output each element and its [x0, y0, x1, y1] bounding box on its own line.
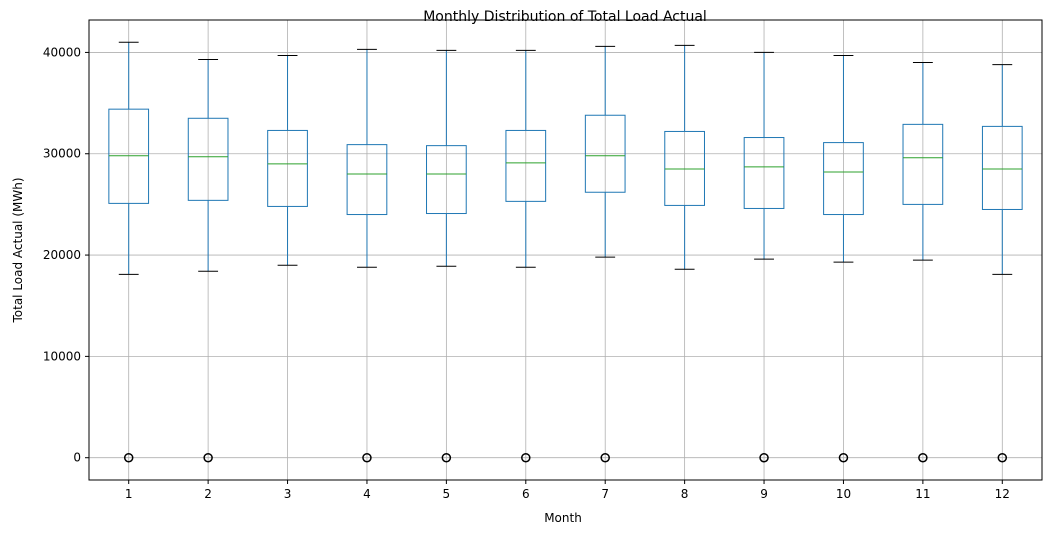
iqr-box: [346, 144, 388, 216]
iqr-box: [108, 108, 150, 204]
x-tick-label: 5: [443, 487, 451, 501]
box-month-3: [267, 54, 308, 266]
x-tick-label: 4: [363, 487, 371, 501]
x-tick-label: 10: [836, 487, 851, 501]
iqr-box: [505, 129, 547, 202]
outlier-point: [521, 452, 531, 463]
x-tick-label: 2: [204, 487, 212, 501]
outlier-point: [362, 452, 372, 463]
y-tick-label: 40000: [43, 45, 81, 59]
x-axis-label: Month: [544, 511, 582, 525]
iqr-box: [664, 130, 705, 206]
box-month-5: [426, 49, 467, 463]
x-tick-label: 1: [125, 487, 133, 501]
grid-lines: [89, 20, 1042, 480]
x-tick-label: 11: [915, 487, 930, 501]
x-tick-label: 6: [522, 487, 530, 501]
iqr-box: [267, 129, 308, 207]
box-month-7: [584, 45, 626, 463]
y-tick-label: 10000: [43, 349, 81, 363]
iqr-box: [902, 123, 944, 205]
box-month-4: [346, 48, 388, 463]
iqr-box: [981, 125, 1023, 210]
outlier-point: [918, 452, 928, 463]
iqr-box: [426, 145, 467, 215]
outlier-point: [441, 452, 452, 463]
box-month-1: [108, 41, 150, 463]
outlier-point: [838, 452, 849, 463]
box-month-6: [505, 49, 547, 463]
x-tick-label: 12: [995, 487, 1010, 501]
plot-area-frame: [88, 19, 1043, 481]
outlier-point: [997, 452, 1008, 463]
x-tick-label: 8: [681, 487, 689, 501]
y-tick-label: 30000: [43, 147, 81, 161]
iqr-box: [743, 137, 785, 209]
box-month-9: [743, 51, 785, 463]
x-tick-label: 3: [284, 487, 292, 501]
box-month-8: [664, 44, 705, 270]
outlier-point: [123, 452, 134, 463]
x-tick-label: 9: [760, 487, 768, 501]
chart-title: Monthly Distribution of Total Load Actua…: [423, 9, 707, 25]
box-series: [108, 41, 1023, 463]
box-month-11: [902, 62, 944, 463]
iqr-box: [187, 117, 229, 201]
y-axis-label: Total Load Actual (MWh): [11, 177, 25, 323]
box-month-10: [823, 54, 864, 463]
outlier-point: [600, 452, 610, 463]
y-tick-label: 0: [73, 451, 81, 465]
box-month-2: [187, 59, 229, 463]
outlier-point: [759, 452, 769, 463]
iqr-box: [823, 142, 864, 216]
iqr-box: [584, 114, 626, 193]
box-month-12: [981, 64, 1023, 463]
x-tick-label: 7: [601, 487, 609, 501]
outlier-point: [203, 452, 213, 463]
y-tick-label: 20000: [43, 248, 81, 262]
